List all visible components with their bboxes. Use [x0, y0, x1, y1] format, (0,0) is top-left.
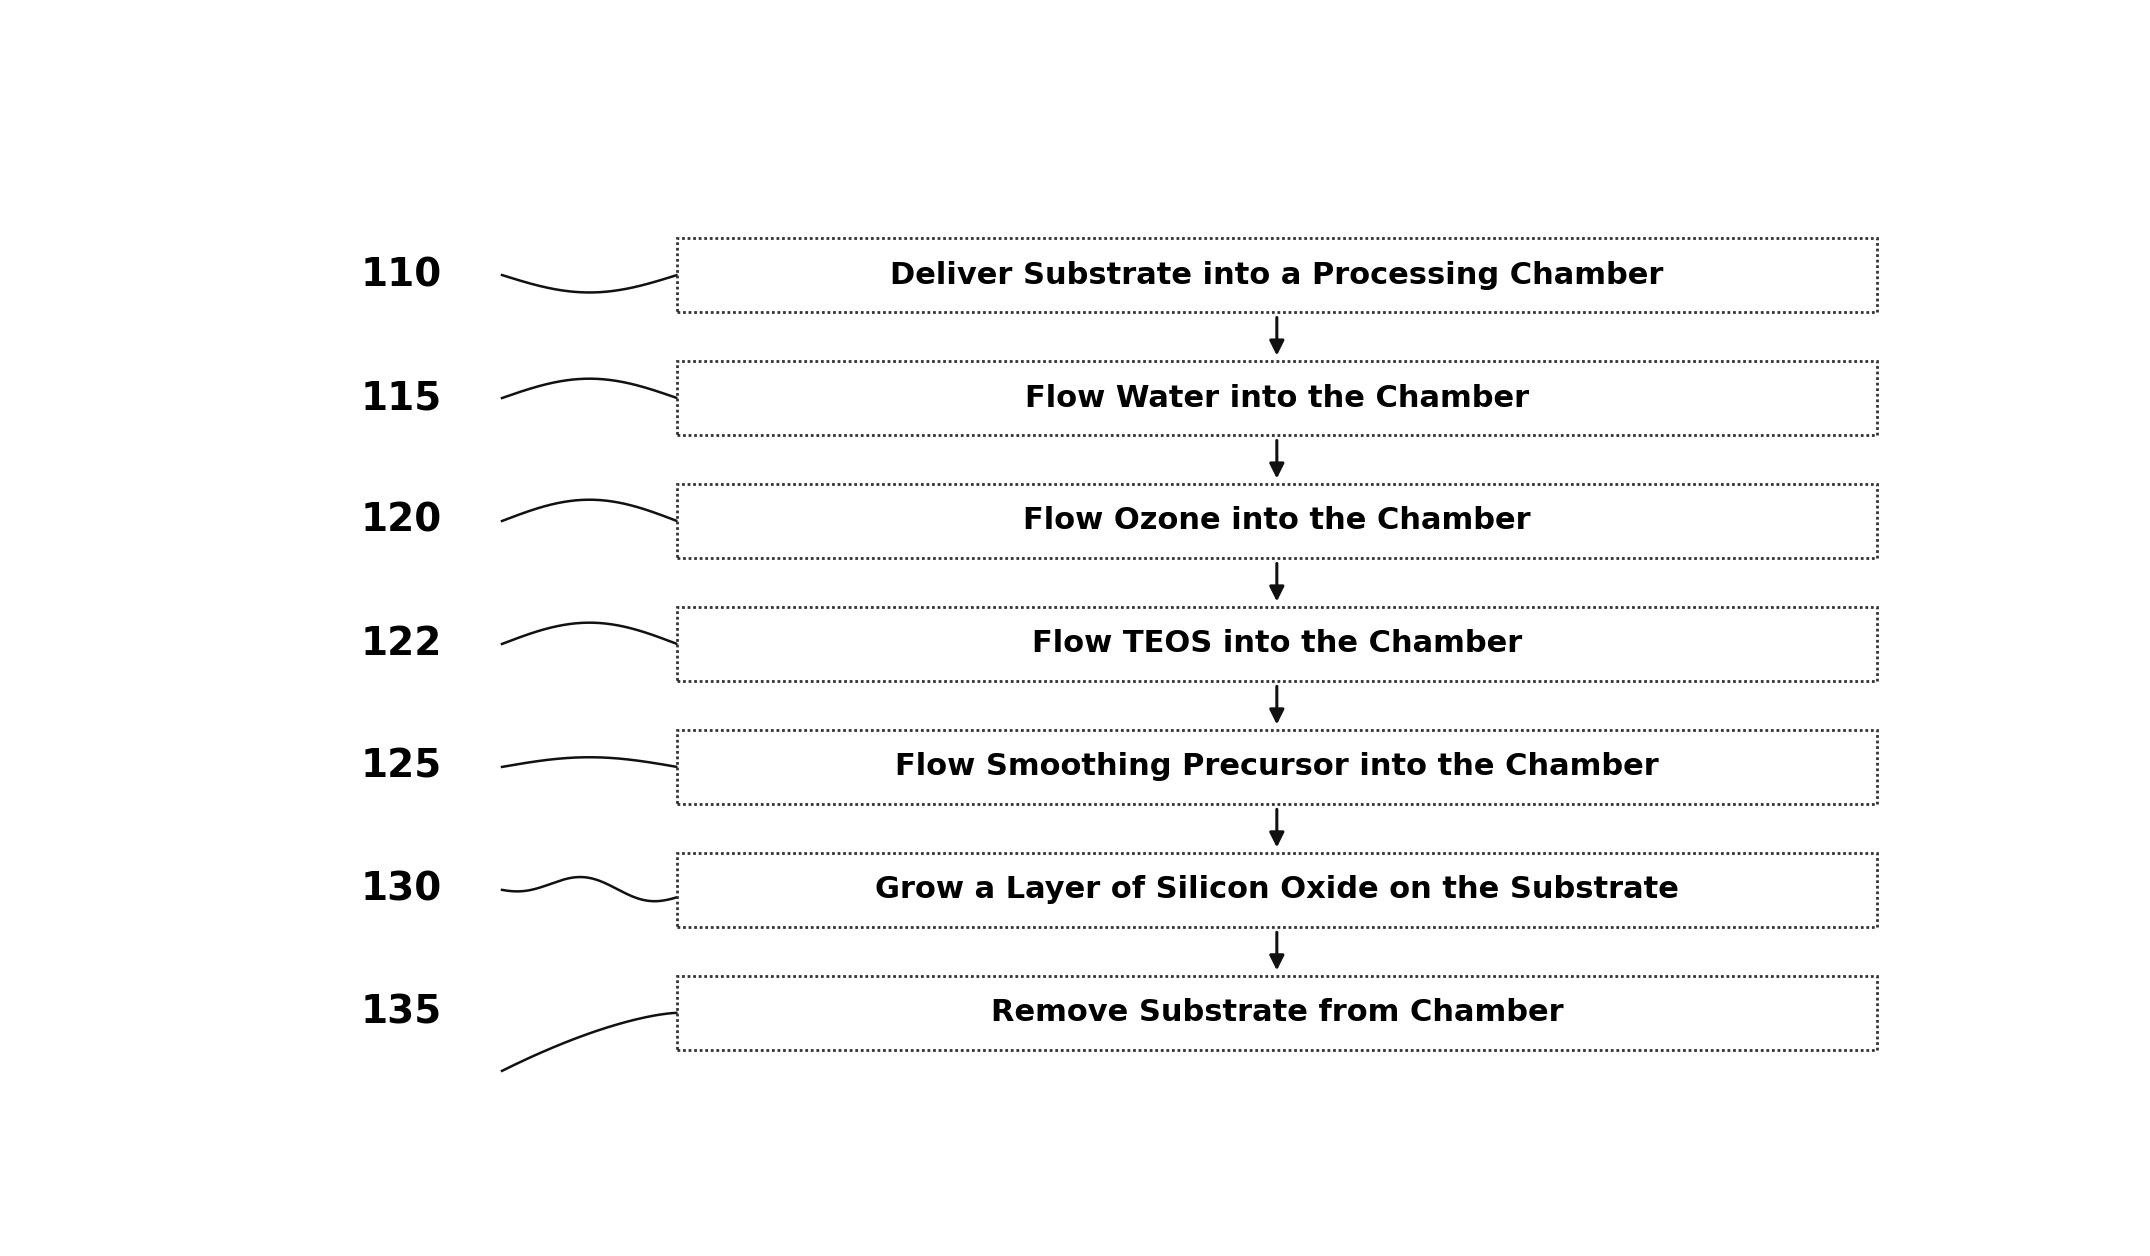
- Text: 122: 122: [361, 625, 441, 663]
- Text: 110: 110: [361, 256, 441, 294]
- Text: 135: 135: [361, 993, 441, 1032]
- Bar: [677, 362, 1877, 435]
- Text: 115: 115: [361, 379, 441, 417]
- Text: 120: 120: [361, 502, 441, 540]
- Text: 125: 125: [361, 747, 441, 786]
- Bar: [677, 485, 1877, 558]
- Bar: [677, 853, 1877, 927]
- Bar: [677, 730, 1877, 804]
- Bar: [677, 239, 1877, 311]
- Text: Flow TEOS into the Chamber: Flow TEOS into the Chamber: [1032, 629, 1522, 658]
- Text: 130: 130: [361, 870, 441, 909]
- Text: Flow Water into the Chamber: Flow Water into the Chamber: [1026, 383, 1529, 412]
- Bar: [677, 607, 1877, 681]
- Text: Flow Ozone into the Chamber: Flow Ozone into the Chamber: [1023, 506, 1531, 535]
- Text: Deliver Substrate into a Processing Chamber: Deliver Substrate into a Processing Cham…: [890, 260, 1664, 290]
- Text: Remove Substrate from Chamber: Remove Substrate from Chamber: [991, 999, 1563, 1027]
- Text: Grow a Layer of Silicon Oxide on the Substrate: Grow a Layer of Silicon Oxide on the Sub…: [875, 875, 1679, 904]
- Bar: [677, 976, 1877, 1050]
- Text: Flow Smoothing Precursor into the Chamber: Flow Smoothing Precursor into the Chambe…: [894, 752, 1658, 781]
